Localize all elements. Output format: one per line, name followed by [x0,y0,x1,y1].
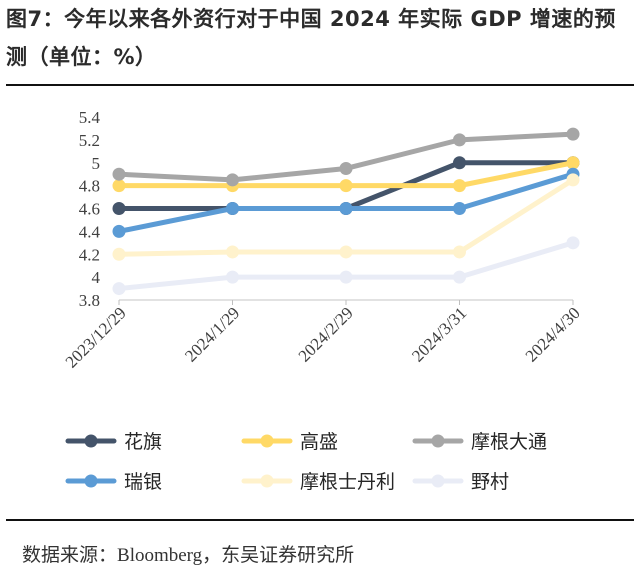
chart-title: 图7：今年以来各外资行对于中国 2024 年实际 GDP 增速的预测（单位：%） [6,7,616,69]
y-tick-label: 3.8 [79,291,100,310]
data-point [566,173,580,187]
legend-item: 摩根大通 [412,431,547,453]
data-point [339,245,353,259]
x-tick-label: 2024/1/29 [181,303,243,365]
data-point [226,245,239,259]
data-point [566,156,580,170]
legend-swatch-marker [260,474,274,488]
data-point [453,156,466,170]
legend-label: 野村 [471,471,509,493]
legend-swatch-marker [431,474,445,488]
y-tick-label: 4.2 [79,245,100,264]
x-tick-label: 2023/12/29 [62,303,130,371]
series-2 [112,127,580,187]
legend-item: 摩根士丹利 [241,471,395,493]
y-tick-label: 4.6 [79,200,100,219]
y-tick-label: 4.4 [79,222,101,241]
data-point [339,270,353,284]
legend-label: 摩根士丹利 [300,471,395,493]
y-tick-label: 4 [92,268,101,287]
legend-swatch-marker [260,434,274,448]
legend-swatch-marker [431,434,445,448]
y-tick-label: 5 [92,154,101,173]
data-point [453,202,466,215]
data-point [339,179,353,193]
legend-item: 花旗 [65,431,162,453]
legend-label: 摩根大通 [471,431,547,453]
legend-item: 高盛 [241,431,338,453]
x-tick-label: 2024/3/31 [408,303,470,365]
data-point [339,161,353,175]
source-note: 数据来源：Bloomberg，东吴证券研究所 [22,540,354,567]
y-tick-label: 4.8 [79,177,100,196]
legend-item: 野村 [412,471,509,493]
legend-label: 高盛 [300,431,338,453]
y-axis-ticks: 3.8 4 4.2 4.4 4.6 4.8 5 5.2 5.4 [79,108,101,310]
y-tick-label: 5.4 [79,108,101,127]
source-label: 数据来源： [22,545,118,566]
y-tick-label: 5.2 [79,131,100,150]
series-group [112,127,580,296]
top-rule [6,84,634,86]
data-point [112,247,126,261]
data-point [112,282,126,296]
data-point [226,173,239,187]
bottom-rule [6,519,634,521]
x-tick-label: 2024/2/29 [295,303,357,365]
x-axis-ticks: 2023/12/29 2024/1/29 2024/2/29 2024/3/31 202… [62,300,584,372]
data-point [566,236,580,250]
data-point [226,202,239,215]
data-point [453,133,466,147]
data-point [112,202,126,215]
series-5 [112,236,580,296]
legend-item: 瑞银 [65,471,162,493]
data-point [226,270,239,284]
legend-label: 花旗 [124,431,162,453]
data-point [566,127,580,141]
data-point [453,179,466,193]
data-point [339,202,353,215]
data-point [112,167,126,181]
legend-swatch-marker [84,474,98,488]
legend-swatch-marker [84,434,98,448]
data-point [112,224,126,238]
data-point [453,245,466,259]
data-point [453,270,466,284]
x-tick-label: 2024/4/30 [522,303,584,365]
data-point [112,179,126,193]
legend-label: 瑞银 [124,471,162,493]
series-4 [112,173,580,261]
source-text: Bloomberg，东吴证券研究所 [117,545,355,566]
